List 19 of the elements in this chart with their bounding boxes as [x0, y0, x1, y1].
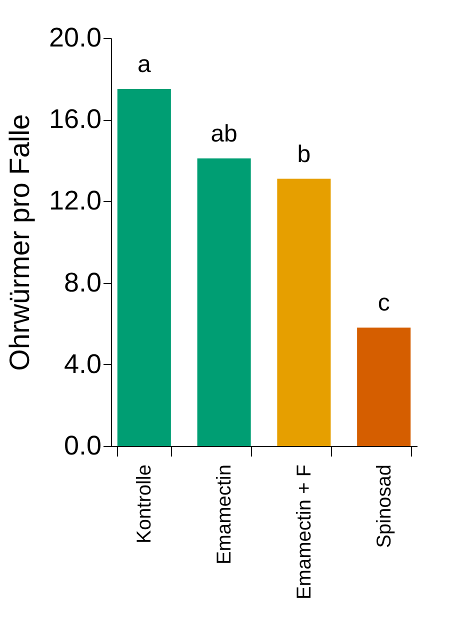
x-tick-label: Kontrolle — [134, 464, 156, 544]
y-tick-label: 4.0 — [64, 348, 102, 379]
annotation: c — [378, 290, 390, 317]
y-axis-title: Ohrwürmer pro Falle — [4, 114, 35, 371]
bar — [357, 328, 411, 446]
bar — [277, 178, 331, 446]
x-tick-label: Emamectin — [214, 464, 236, 565]
y-tick-label: 0.0 — [64, 430, 102, 460]
y-tick-label: 20.0 — [48, 22, 102, 52]
y-tick-label: 16.0 — [48, 104, 102, 134]
x-tick-label: Emamectin + F — [293, 464, 316, 600]
y-tick-label: 12.0 — [48, 186, 102, 216]
bar — [197, 158, 251, 446]
y-tick-label: 8.0 — [64, 267, 102, 298]
annotation: ab — [210, 120, 238, 148]
bar — [117, 89, 171, 446]
annotation: b — [297, 140, 311, 168]
annotation: a — [137, 51, 152, 78]
x-tick-label: Spinosad — [373, 464, 396, 548]
